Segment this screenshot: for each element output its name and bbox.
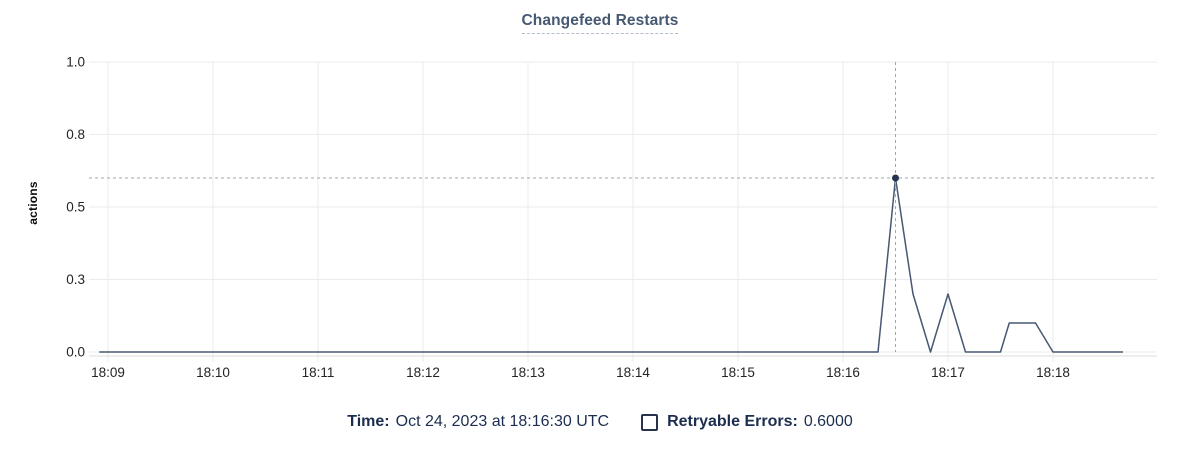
y-tick-label: 0.5: [66, 200, 85, 215]
y-tick-label: 0.3: [66, 272, 85, 287]
hover-point-dot: [892, 174, 899, 182]
x-tick-label: 18:18: [1036, 365, 1070, 380]
y-tick-label: 1.0: [66, 55, 85, 70]
chart-title-row: Changefeed Restarts: [0, 12, 1200, 34]
x-tick-label: 18:10: [196, 365, 230, 380]
time-label: Time:: [347, 413, 390, 430]
chart-footer: Time: Oct 24, 2023 at 18:16:30 UTC Retry…: [0, 413, 1200, 431]
y-tick-label: 0.0: [66, 345, 85, 360]
legend-checkbox[interactable]: [641, 413, 659, 431]
legend-series-label: Retryable Errors:: [667, 413, 798, 430]
x-tick-label: 18:13: [511, 365, 545, 380]
chart-title[interactable]: Changefeed Restarts: [521, 12, 679, 34]
x-tick-label: 18:14: [616, 365, 650, 380]
x-tick-label: 18:16: [826, 365, 860, 380]
y-axis-label: actions: [26, 181, 40, 225]
x-tick-label: 18:17: [931, 365, 965, 380]
series-line: [99, 177, 1123, 353]
x-tick-label: 18:15: [721, 365, 755, 380]
time-value: Oct 24, 2023 at 18:16:30 UTC: [395, 413, 610, 430]
x-tick-label: 18:12: [406, 365, 440, 380]
legend-series-value: 0.6000: [803, 413, 853, 430]
x-tick-label: 18:11: [302, 365, 335, 380]
x-tick-label: 18:09: [91, 365, 125, 380]
y-tick-label: 0.8: [66, 127, 85, 142]
line-chart-plot-area[interactable]: 0.0 0.3 0.5 0.8 1.0 18:09 18:10 18:11 18:12 18:13…: [0, 0, 1200, 392]
